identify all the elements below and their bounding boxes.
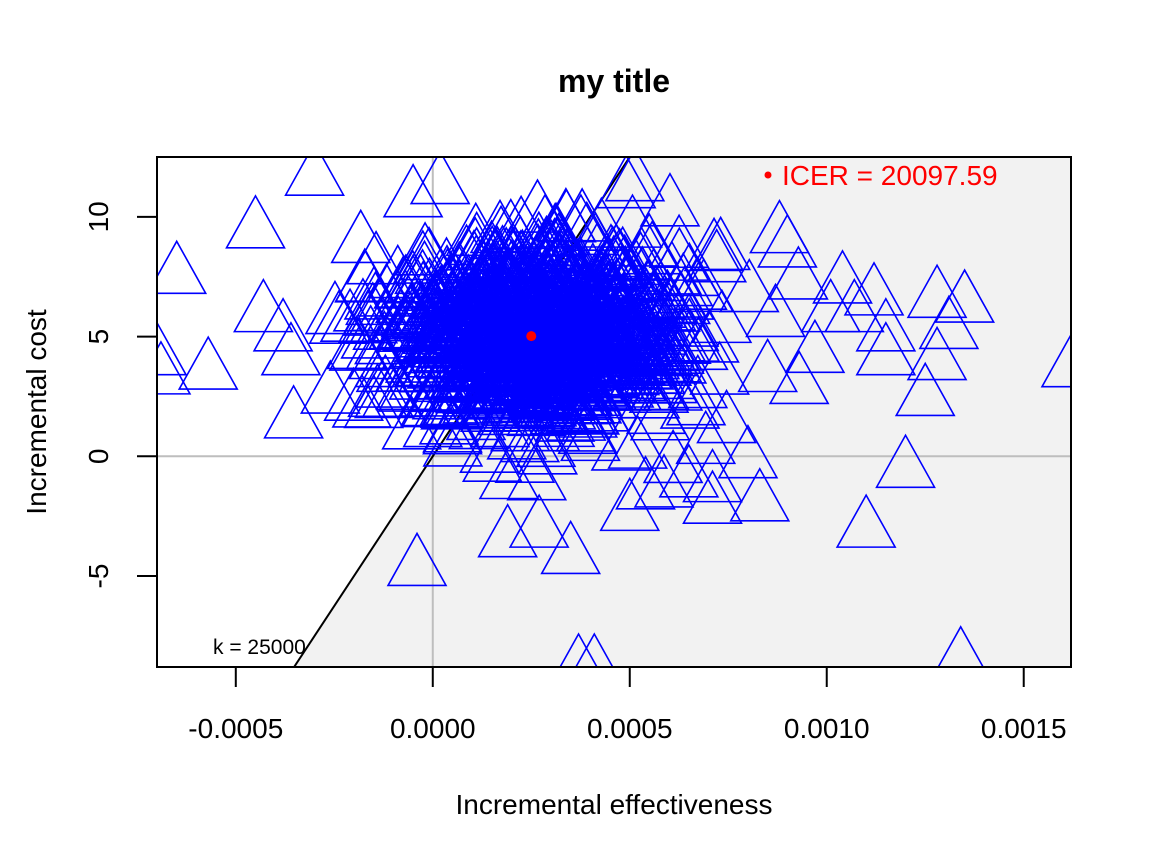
simulation-point: [254, 299, 312, 351]
wtp-label: k = 25000: [213, 636, 306, 659]
plot-area: [128, 143, 1100, 686]
x-axis: -0.0005 0.0000 0.0005 0.0010 0.0015: [188, 667, 1066, 744]
simulation-point: [332, 210, 390, 262]
y-axis: -5 0 5 10: [83, 201, 157, 588]
x-tick-label: 0.0015: [981, 713, 1067, 744]
x-tick-label: 0.0000: [390, 713, 476, 744]
chart-title: my title: [558, 63, 670, 99]
icer-legend-label: ICER = 20097.59: [782, 160, 998, 191]
x-tick-label: 0.0005: [587, 713, 673, 744]
simulation-point: [179, 337, 237, 389]
simulation-point: [286, 143, 344, 195]
simulation-point: [234, 280, 292, 332]
y-axis-label: Incremental cost: [21, 309, 52, 515]
x-tick-label: 0.0010: [784, 713, 870, 744]
icer-legend: ICER = 20097.59: [765, 160, 998, 191]
simulation-point: [265, 386, 323, 438]
y-tick-label: 5: [83, 329, 114, 345]
y-tick-label: -5: [83, 564, 114, 589]
x-tick-label: -0.0005: [188, 713, 283, 744]
icer-point: [526, 331, 536, 341]
simulation-point: [226, 196, 284, 248]
icer-legend-marker: [765, 172, 772, 179]
y-tick-label: 10: [83, 201, 114, 232]
x-axis-label: Incremental effectiveness: [456, 789, 773, 820]
y-tick-label: 0: [83, 449, 114, 465]
